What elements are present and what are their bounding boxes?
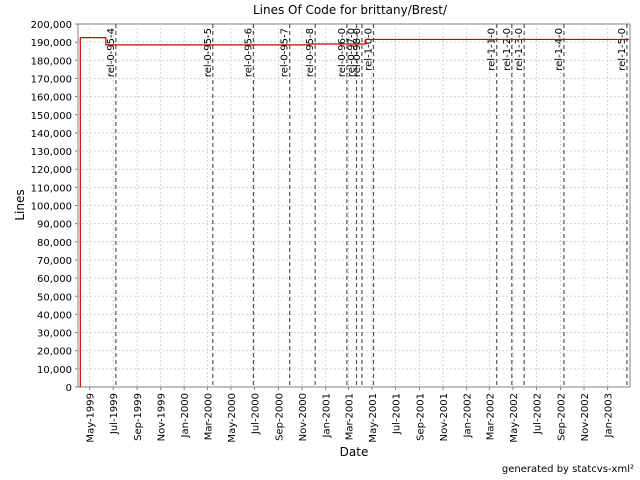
y-tick-label: 200,000 [31,20,72,31]
y-tick-label: 110,000 [31,183,72,194]
release-markers: rel-0-95-4 rel-0-95-5 rel-0-95-6 rel-0-95-7… [106,24,628,387]
x-tick-label: Jan-2000 [180,393,191,438]
x-tick-label: Nov-2000 [298,393,309,441]
x-tick-label: May-1999 [86,393,97,443]
x-tick-label: Nov-1999 [157,393,168,441]
release-marker-label: rel-0-95-7 [280,28,291,77]
x-tick-label: Sep-2001 [415,393,426,441]
release-marker-label: rel-1-5-0 [617,28,628,71]
x-tick-label: Sep-1999 [133,393,144,441]
series-layer [79,37,629,387]
y-tick-label: 60,000 [37,274,72,285]
x-tick-label: Jul-2000 [251,393,262,435]
release-marker-label: rel-0-98-0 [352,28,363,77]
y-tick-label: 30,000 [37,329,72,340]
x-tick-label: Nov-2001 [439,393,450,441]
release-marker-label: rel-1-2-0 [502,28,513,71]
y-tick-label: 10,000 [37,365,72,376]
release-marker-label: rel-0-95-8 [305,28,316,77]
x-tick-label: May-2000 [227,393,238,443]
release-marker-label: rel-0-95-5 [203,28,214,77]
x-tick-label: Jul-2002 [533,393,544,435]
y-tick-label: 150,000 [31,111,72,122]
x-tick-label: May-2001 [368,393,379,443]
x-tick-label: Jan-2003 [604,393,615,438]
x-tick-label: Sep-2002 [556,393,567,441]
grid-lines [78,24,630,387]
y-tick-label: 70,000 [37,256,72,267]
y-tick-label: 50,000 [37,292,72,303]
release-marker-label: rel-1-0-0 [364,28,375,71]
chart-title: Lines Of Code for brittany/Brest/ [253,3,448,17]
release-marker-label: rel-0-96-0 [337,28,348,77]
x-tick-label: Jan-2001 [322,393,333,438]
y-tick-label: 40,000 [37,310,72,321]
x-tick-label: Nov-2002 [580,393,591,441]
x-tick-label: Jul-1999 [109,393,120,435]
x-axis: May-1999 Jul-1999 Sep-1999 Nov-1999 Jan-2000… [86,387,615,443]
y-tick-label: 130,000 [31,147,72,158]
y-tick-label: 140,000 [31,129,72,140]
release-marker-label: rel-1-4-0 [554,28,565,71]
y-axis: 0 10,000 20,000 30,000 40,000 50,000 60,000 70,… [31,20,78,394]
x-tick-label: Sep-2000 [274,393,285,441]
x-tick-label: Jul-2001 [392,393,403,435]
x-tick-label: Mar-2002 [485,393,496,440]
x-axis-label: Date [340,445,369,459]
release-marker-label: rel-0-95-4 [106,28,117,77]
x-tick-label: Jan-2002 [463,393,474,438]
y-tick-label: 180,000 [31,56,72,67]
x-tick-label: Mar-2001 [344,393,355,440]
release-marker-label: rel-0-95-6 [243,28,254,77]
x-tick-label: Mar-2000 [203,393,214,440]
y-tick-label: 170,000 [31,74,72,85]
y-tick-label: 100,000 [31,202,72,213]
credit-text: generated by statcvs-xml² [501,464,634,475]
loc-series-line [79,37,629,387]
release-marker-label: rel-1-1-0 [487,28,498,71]
y-axis-label: Lines [13,189,27,220]
y-tick-label: 160,000 [31,93,72,104]
release-marker-label: rel-1-3-0 [514,28,525,71]
y-tick-label: 80,000 [37,238,72,249]
x-tick-label: May-2002 [509,393,520,443]
release-marker-label: rel-0-97-0 [347,28,358,77]
y-tick-label: 120,000 [31,165,72,176]
y-tick-label: 90,000 [37,220,72,231]
y-tick-label: 190,000 [31,38,72,49]
y-tick-label: 0 [66,383,72,394]
y-tick-label: 20,000 [37,347,72,358]
